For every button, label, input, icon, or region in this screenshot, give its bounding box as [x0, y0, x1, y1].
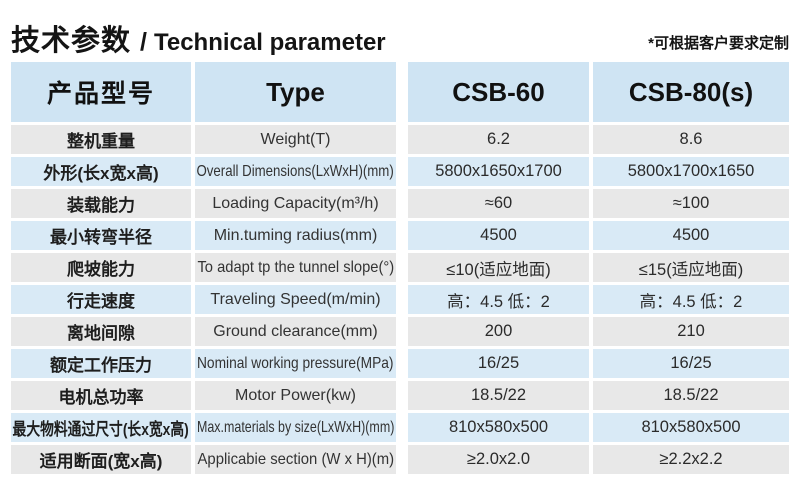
spec-name-en: Weight(T) [195, 125, 396, 154]
value-csb60: 18.5/22 [408, 381, 589, 410]
table-row: 爬坡能力 To adapt tp the tunnel slope(°) ≤10(适… [11, 253, 790, 282]
value-csb80: ≈100 [593, 189, 789, 218]
spec-name-zh: 装载能力 [11, 189, 191, 218]
column-header-csb80s: CSB-80(s) [593, 62, 789, 122]
value-csb80: 18.5/22 [593, 381, 789, 410]
spec-table: 产品型号 Type CSB-60 CSB-80(s) 整机重量 Weight(T)… [11, 62, 790, 477]
spec-name-zh: 电机总功率 [11, 381, 191, 410]
table-row: 最小转弯半径 Min.tuming radius(mm) 4500 4500 [11, 221, 790, 250]
column-header-csb60: CSB-60 [408, 62, 589, 122]
spec-name-zh: 爬坡能力 [11, 253, 191, 282]
table-header-row: 产品型号 Type CSB-60 CSB-80(s) [11, 62, 790, 122]
value-csb60: 4500 [408, 221, 589, 250]
table-row: 最大物料通过尺寸(长x宽x高) Max.materials by size(LxW… [11, 413, 790, 442]
table-row: 适用断面(宽x高) Applicabie section (W x H)(m) ≥2… [11, 445, 790, 474]
spec-name-zh: 整机重量 [11, 125, 191, 154]
spec-name-zh: 离地间隙 [11, 317, 191, 346]
table-row: 外形(长x宽x高) Overall Dimensions(LxWxH)(mm) 58… [11, 157, 790, 186]
value-csb60: 5800x1650x1700 [408, 157, 589, 186]
value-csb60: ≥2.0x2.0 [408, 445, 589, 474]
spec-name-en: To adapt tp the tunnel slope(°) [195, 253, 396, 282]
value-csb60: 810x580x500 [408, 413, 589, 442]
spec-name-en: Nominal working pressure(MPa) [195, 349, 396, 378]
value-csb60: ≈60 [408, 189, 589, 218]
table-row: 装载能力 Loading Capacity(m³/h) ≈60 ≈100 [11, 189, 790, 218]
value-csb60: ≤10(适应地面) [408, 253, 589, 282]
value-csb80: 4500 [593, 221, 789, 250]
value-csb80: 8.6 [593, 125, 789, 154]
table-row: 电机总功率 Motor Power(kw) 18.5/22 18.5/22 [11, 381, 790, 410]
value-csb60: 16/25 [408, 349, 589, 378]
column-header-product-model: 产品型号 [11, 62, 191, 122]
table-row: 额定工作压力 Nominal working pressure(MPa) 16/25… [11, 349, 790, 378]
spec-name-zh: 适用断面(宽x高) [11, 445, 191, 474]
spec-name-zh: 外形(长x宽x高) [11, 157, 191, 186]
table-row: 离地间隙 Ground clearance(mm) 200 210 [11, 317, 790, 346]
value-csb80: 210 [593, 317, 789, 346]
spec-name-en: Motor Power(kw) [195, 381, 396, 410]
spec-name-en: Ground clearance(mm) [195, 317, 396, 346]
spec-name-zh: 行走速度 [11, 285, 191, 314]
value-csb80: ≤15(适应地面) [593, 253, 789, 282]
spec-name-en: Overall Dimensions(LxWxH)(mm) [195, 157, 396, 186]
page-title: 技术参数 / Technical parameter [11, 27, 386, 56]
column-header-type: Type [195, 62, 396, 122]
page-title-en: Technical parameter [153, 29, 386, 56]
value-csb80: 高：4.5 低：2 [593, 285, 789, 314]
spec-name-en: Min.tuming radius(mm) [195, 221, 396, 250]
table-row: 行走速度 Traveling Speed(m/min) 高：4.5 低：2 高：4.5… [11, 285, 790, 314]
spec-name-zh: 最小转弯半径 [11, 221, 191, 250]
value-csb80: 16/25 [593, 349, 789, 378]
value-csb80: ≥2.2x2.2 [593, 445, 789, 474]
value-csb60: 高：4.5 低：2 [408, 285, 589, 314]
page-title-zh: 技术参数 [11, 25, 132, 57]
value-csb80: 810x580x500 [593, 413, 789, 442]
spec-name-en: Traveling Speed(m/min) [195, 285, 396, 314]
title-separator: / [140, 28, 147, 56]
spec-name-en: Applicabie section (W x H)(m) [195, 445, 396, 474]
spec-name-en: Loading Capacity(m³/h) [195, 189, 396, 218]
value-csb60: 6.2 [408, 125, 589, 154]
value-csb80: 5800x1700x1650 [593, 157, 789, 186]
title-bar: 技术参数 / Technical parameter *可根据客户要求定制 [11, 12, 789, 56]
value-csb60: 200 [408, 317, 589, 346]
table-row: 整机重量 Weight(T) 6.2 8.6 [11, 125, 790, 154]
spec-name-zh: 额定工作压力 [11, 349, 191, 378]
table-body: 整机重量 Weight(T) 6.2 8.6 外形(长x宽x高) Overall Dime… [11, 125, 790, 474]
spec-name-zh: 最大物料通过尺寸(长x宽x高) [11, 413, 191, 442]
spec-name-en: Max.materials by size(LxWxH)(mm) [195, 413, 396, 442]
customization-note: *可根据客户要求定制 [648, 35, 789, 52]
